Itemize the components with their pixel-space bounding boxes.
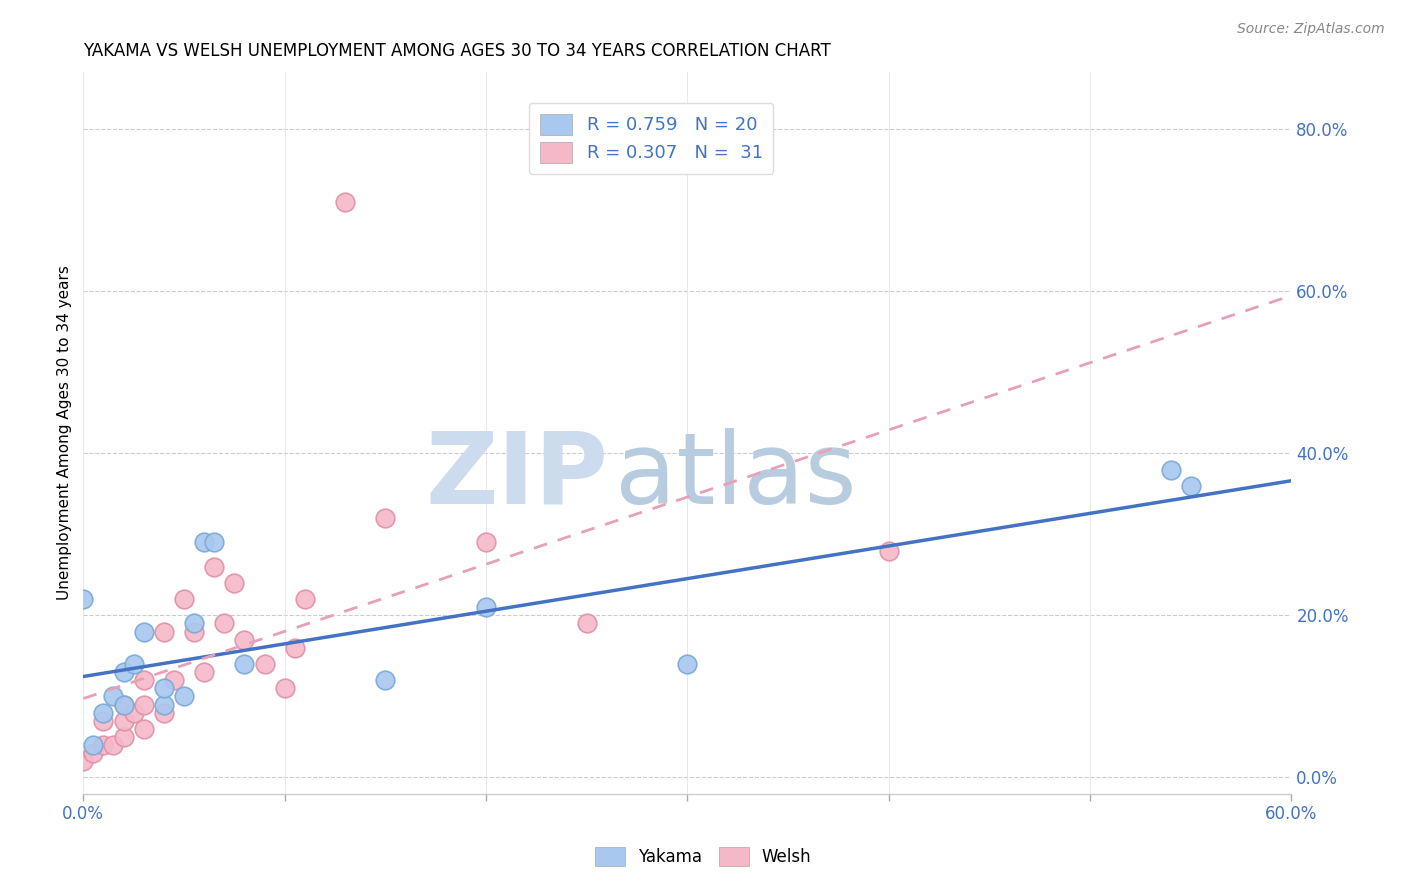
Y-axis label: Unemployment Among Ages 30 to 34 years: Unemployment Among Ages 30 to 34 years <box>58 266 72 600</box>
Point <box>294 592 316 607</box>
Point <box>82 746 104 760</box>
Point <box>333 195 356 210</box>
Point <box>173 592 195 607</box>
Point <box>122 706 145 720</box>
Point <box>153 681 176 696</box>
Point <box>112 714 135 728</box>
Point <box>374 673 396 688</box>
Text: atlas: atlas <box>614 428 856 524</box>
Point <box>72 754 94 768</box>
Point <box>93 738 115 752</box>
Point <box>112 698 135 712</box>
Point <box>284 640 307 655</box>
Point <box>233 657 256 671</box>
Point <box>103 690 125 704</box>
Point <box>1160 462 1182 476</box>
Point <box>575 616 598 631</box>
Point <box>193 665 215 679</box>
Point <box>183 616 205 631</box>
Point <box>82 738 104 752</box>
Point <box>877 543 900 558</box>
Point <box>374 511 396 525</box>
Point <box>212 616 235 631</box>
Point <box>475 600 498 615</box>
Point <box>112 665 135 679</box>
Point <box>132 698 155 712</box>
Point <box>122 657 145 671</box>
Text: Source: ZipAtlas.com: Source: ZipAtlas.com <box>1237 22 1385 37</box>
Legend: Yakama, Welsh: Yakama, Welsh <box>588 840 818 873</box>
Point <box>93 706 115 720</box>
Point <box>202 535 225 549</box>
Point <box>173 690 195 704</box>
Point <box>183 624 205 639</box>
Point <box>153 624 176 639</box>
Text: ZIP: ZIP <box>426 428 609 524</box>
Legend: R = 0.759   N = 20, R = 0.307   N =  31: R = 0.759 N = 20, R = 0.307 N = 31 <box>529 103 773 174</box>
Point <box>112 730 135 744</box>
Point <box>475 535 498 549</box>
Point <box>103 738 125 752</box>
Point <box>224 576 246 591</box>
Point <box>153 698 176 712</box>
Point <box>202 559 225 574</box>
Point <box>132 722 155 736</box>
Point <box>112 698 135 712</box>
Point <box>153 706 176 720</box>
Point <box>72 592 94 607</box>
Point <box>273 681 295 696</box>
Point <box>132 673 155 688</box>
Point <box>233 632 256 647</box>
Point <box>163 673 186 688</box>
Point <box>1180 479 1202 493</box>
Point <box>93 714 115 728</box>
Point <box>676 657 699 671</box>
Point <box>253 657 276 671</box>
Point <box>132 624 155 639</box>
Text: YAKAMA VS WELSH UNEMPLOYMENT AMONG AGES 30 TO 34 YEARS CORRELATION CHART: YAKAMA VS WELSH UNEMPLOYMENT AMONG AGES … <box>83 42 831 60</box>
Point <box>193 535 215 549</box>
